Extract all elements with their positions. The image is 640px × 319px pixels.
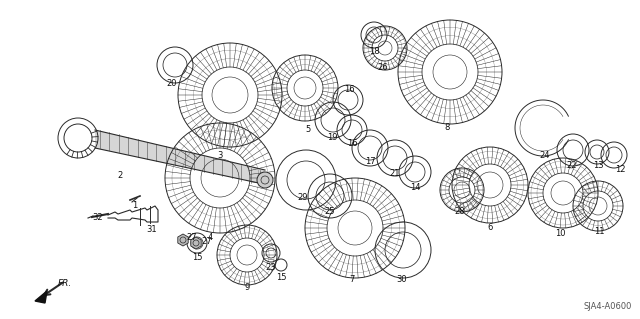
- Text: 28: 28: [454, 207, 465, 217]
- Text: 6: 6: [487, 224, 493, 233]
- Text: 23: 23: [266, 263, 276, 272]
- Polygon shape: [191, 237, 201, 249]
- Text: 26: 26: [378, 63, 388, 72]
- Text: 16: 16: [347, 138, 357, 147]
- Text: 15: 15: [192, 254, 202, 263]
- Text: 22: 22: [567, 160, 577, 169]
- Text: 15: 15: [276, 273, 286, 283]
- Text: 18: 18: [369, 48, 380, 56]
- Text: 9: 9: [244, 283, 250, 292]
- Circle shape: [257, 172, 273, 188]
- Text: SJA4-A0600: SJA4-A0600: [584, 302, 632, 311]
- Text: 4: 4: [207, 234, 212, 242]
- Text: 2: 2: [117, 170, 123, 180]
- Text: 27: 27: [187, 234, 197, 242]
- Text: 19: 19: [327, 132, 337, 142]
- Text: 14: 14: [410, 183, 420, 192]
- Text: 21: 21: [390, 168, 400, 177]
- Polygon shape: [95, 130, 268, 185]
- Text: 17: 17: [365, 158, 375, 167]
- Text: FR.: FR.: [58, 278, 72, 287]
- Text: 32: 32: [93, 213, 103, 222]
- Text: 12: 12: [615, 166, 625, 174]
- Text: 3: 3: [218, 151, 223, 160]
- Text: 7: 7: [349, 276, 355, 285]
- Text: 29: 29: [298, 192, 308, 202]
- Text: 8: 8: [444, 123, 450, 132]
- Text: 16: 16: [344, 85, 355, 93]
- Text: 30: 30: [397, 276, 407, 285]
- Text: 31: 31: [147, 226, 157, 234]
- Text: 24: 24: [540, 152, 550, 160]
- Text: 13: 13: [593, 161, 604, 170]
- Text: 10: 10: [555, 228, 565, 238]
- Text: 25: 25: [324, 207, 335, 217]
- Text: 11: 11: [594, 227, 604, 236]
- Polygon shape: [178, 234, 188, 246]
- Text: 5: 5: [305, 125, 310, 135]
- Polygon shape: [35, 291, 47, 303]
- Text: 1: 1: [132, 202, 138, 211]
- Text: 20: 20: [167, 79, 177, 88]
- Text: 27: 27: [202, 238, 212, 247]
